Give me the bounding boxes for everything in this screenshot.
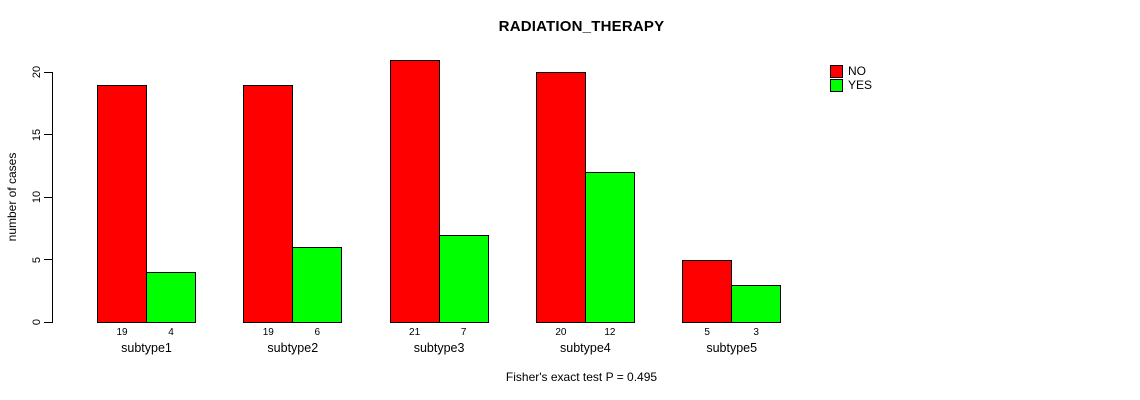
- y-tick-mark: [44, 196, 52, 198]
- legend: NO YES: [830, 64, 872, 92]
- bar-no-subtype3: [389, 59, 440, 323]
- count-label-no-subtype4: 20: [555, 327, 567, 338]
- bar-no-subtype4: [535, 72, 586, 323]
- count-label-no-subtype3: 21: [409, 327, 421, 338]
- y-tick-mark: [44, 321, 52, 323]
- count-label-yes-subtype2: 6: [314, 327, 321, 338]
- legend-row-yes: YES: [830, 78, 872, 92]
- category-label-subtype1: subtype1: [121, 341, 172, 355]
- y-tick-label: 20: [31, 65, 43, 79]
- bar-yes-subtype2: [292, 247, 343, 323]
- y-tick-mark: [44, 71, 52, 73]
- count-label-yes-subtype1: 4: [168, 327, 174, 338]
- bar-no-subtype5: [682, 259, 733, 323]
- y-axis-label: number of cases: [5, 152, 19, 242]
- bar-yes-subtype5: [731, 284, 782, 323]
- legend-row-no: NO: [830, 64, 872, 78]
- bar-yes-subtype3: [438, 234, 489, 323]
- category-label-subtype2: subtype2: [267, 341, 319, 355]
- y-tick-mark: [44, 259, 52, 260]
- category-label-subtype4: subtype4: [560, 341, 611, 355]
- bar-no-subtype1: [97, 84, 147, 323]
- legend-swatch-yes: [830, 78, 843, 92]
- count-label-yes-subtype3: 7: [460, 327, 467, 338]
- count-label-yes-subtype4: 12: [604, 327, 616, 338]
- annotation-text: Fisher's exact test P = 0.495: [505, 370, 658, 384]
- bar-yes-subtype4: [584, 172, 635, 323]
- y-tick-label: 10: [31, 190, 43, 204]
- bar-yes-subtype1: [146, 272, 196, 323]
- category-label-subtype5: subtype5: [706, 341, 758, 355]
- bar-no-subtype2: [243, 84, 294, 323]
- count-label-no-subtype5: 5: [704, 327, 710, 338]
- count-label-no-subtype1: 19: [116, 327, 128, 338]
- legend-label-no: NO: [848, 64, 866, 78]
- legend-label-yes: YES: [848, 78, 873, 92]
- count-label-yes-subtype5: 3: [753, 327, 759, 338]
- y-tick-label: 15: [31, 128, 43, 141]
- y-tick-label: 0: [31, 318, 43, 326]
- chart-title: RADIATION_THERAPY: [498, 18, 665, 35]
- y-tick-mark: [44, 134, 52, 135]
- y-tick-label: 5: [31, 256, 43, 263]
- legend-swatch-no: [830, 64, 843, 78]
- count-label-no-subtype2: 19: [262, 327, 274, 338]
- category-label-subtype3: subtype3: [413, 341, 465, 355]
- y-axis-line: [52, 72, 53, 323]
